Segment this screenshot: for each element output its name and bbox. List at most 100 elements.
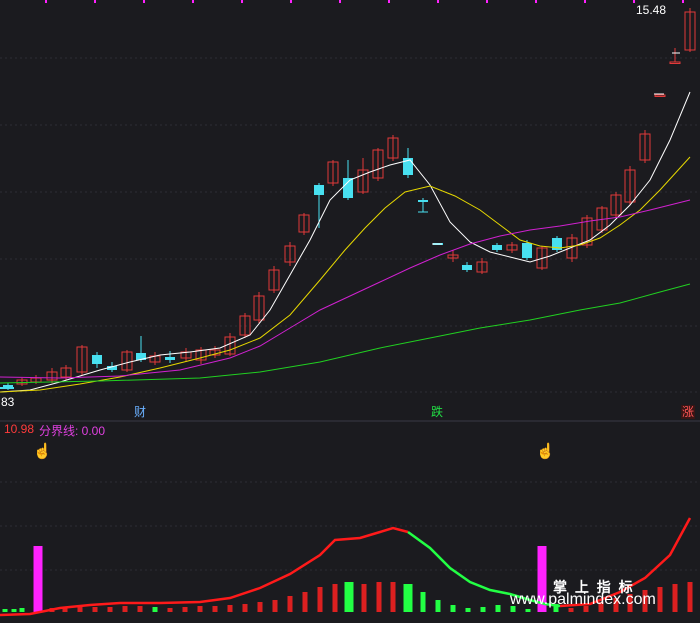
candle-body <box>447 254 459 259</box>
top-tick <box>535 0 537 3</box>
candle-body <box>462 265 472 270</box>
indicator-bar <box>317 587 323 612</box>
price-high-label: 15.48 <box>636 3 667 17</box>
candle-body <box>522 243 532 258</box>
candle-body <box>136 353 146 360</box>
candle-body <box>684 11 696 51</box>
indicator-bar <box>19 608 25 612</box>
event-marker-rise[interactable]: 涨 <box>681 405 696 419</box>
candle-body <box>92 355 102 364</box>
candle-body <box>387 137 399 159</box>
candle-body <box>46 371 58 381</box>
candle-body <box>552 238 562 250</box>
indicator-bar <box>344 582 354 612</box>
top-tick <box>290 0 292 3</box>
indicator-bar <box>332 584 338 612</box>
candle-body <box>357 169 369 193</box>
ma10-line <box>0 156 691 393</box>
top-tick <box>45 0 47 3</box>
indicator-bar <box>11 609 17 612</box>
indicator-bar <box>107 607 113 612</box>
candle-body <box>195 349 207 361</box>
event-marker-finance[interactable]: 财 <box>133 405 148 419</box>
indicator-bar <box>583 606 589 612</box>
indicator-bar <box>182 607 188 612</box>
candle-body <box>298 214 310 233</box>
candle-body <box>492 245 502 250</box>
indicator-bar <box>272 600 278 612</box>
top-tick-marks <box>45 0 684 3</box>
indicator-bar <box>450 605 456 612</box>
indicator-bars <box>2 546 693 612</box>
candle-body <box>327 161 339 184</box>
candle-body <box>121 351 133 371</box>
indicator-bar <box>480 607 486 612</box>
indicator-bar <box>525 609 531 612</box>
top-tick <box>94 0 96 3</box>
pointing-hand-icon[interactable]: ☝ <box>536 443 555 460</box>
top-tick <box>584 0 586 3</box>
indicator-grid <box>0 481 700 571</box>
candle-body <box>239 315 251 336</box>
candle-body <box>536 247 548 269</box>
indicator-bar <box>537 546 547 612</box>
candle-body <box>654 94 666 97</box>
indicator-bar <box>627 594 633 612</box>
candlesticks <box>3 8 696 390</box>
indicator-bar <box>137 606 143 612</box>
ma60-line <box>0 283 691 384</box>
indicator-line-up <box>0 526 409 617</box>
indicator-bar <box>510 606 516 612</box>
indicator-bar <box>167 608 173 612</box>
indicator-bar <box>152 607 158 612</box>
pointing-hand-icon[interactable]: ☝ <box>33 443 52 460</box>
separator-label: 分界线: 0.00 <box>39 424 106 438</box>
ma5-line <box>0 91 691 393</box>
candle-body <box>610 194 622 216</box>
indicator-bar <box>2 609 8 612</box>
indicator-bar <box>212 606 218 612</box>
candle-body <box>624 169 636 203</box>
indicator-bar <box>672 584 678 612</box>
candle-body <box>581 217 593 246</box>
candle-body <box>566 237 578 259</box>
indicator-bar <box>122 606 128 612</box>
indicator-bar <box>420 592 426 612</box>
indicator-bar <box>302 592 308 612</box>
candle-body <box>268 269 280 291</box>
indicator-bar <box>495 605 501 612</box>
grid-lines <box>0 57 700 393</box>
candle-body <box>60 367 72 378</box>
indicator-line-down <box>407 530 561 608</box>
indicator-bar <box>33 546 43 612</box>
indicator-bar <box>242 604 248 612</box>
indicator-bar <box>642 590 648 612</box>
indicator-bar <box>257 602 263 612</box>
indicator-bar <box>287 596 293 612</box>
candle-body <box>669 61 681 64</box>
moving-average-lines <box>0 91 691 393</box>
indicator-bar <box>376 582 382 612</box>
event-marker-fall[interactable]: 跌 <box>430 405 445 419</box>
indicator-bar <box>568 608 574 612</box>
top-tick <box>339 0 341 3</box>
top-tick <box>682 0 684 3</box>
indicator-bar <box>390 582 396 612</box>
candle-body <box>76 346 88 373</box>
price-markers <box>0 52 680 389</box>
candle-body <box>314 185 324 195</box>
top-tick <box>437 0 439 3</box>
candle-body <box>3 385 13 388</box>
indicator-bar <box>62 607 68 612</box>
candle-body <box>403 158 413 175</box>
top-tick <box>633 0 635 3</box>
candle-body <box>165 357 175 360</box>
indicator-bar <box>92 607 98 612</box>
indicator-line <box>0 517 692 617</box>
indicator-bar <box>598 602 604 612</box>
indicator-value: 10.98 <box>4 422 35 436</box>
candle-body <box>418 200 428 202</box>
candle-body <box>253 295 265 321</box>
indicator-bar <box>657 587 663 612</box>
watermark-site: www.palmindex.com <box>510 591 656 608</box>
